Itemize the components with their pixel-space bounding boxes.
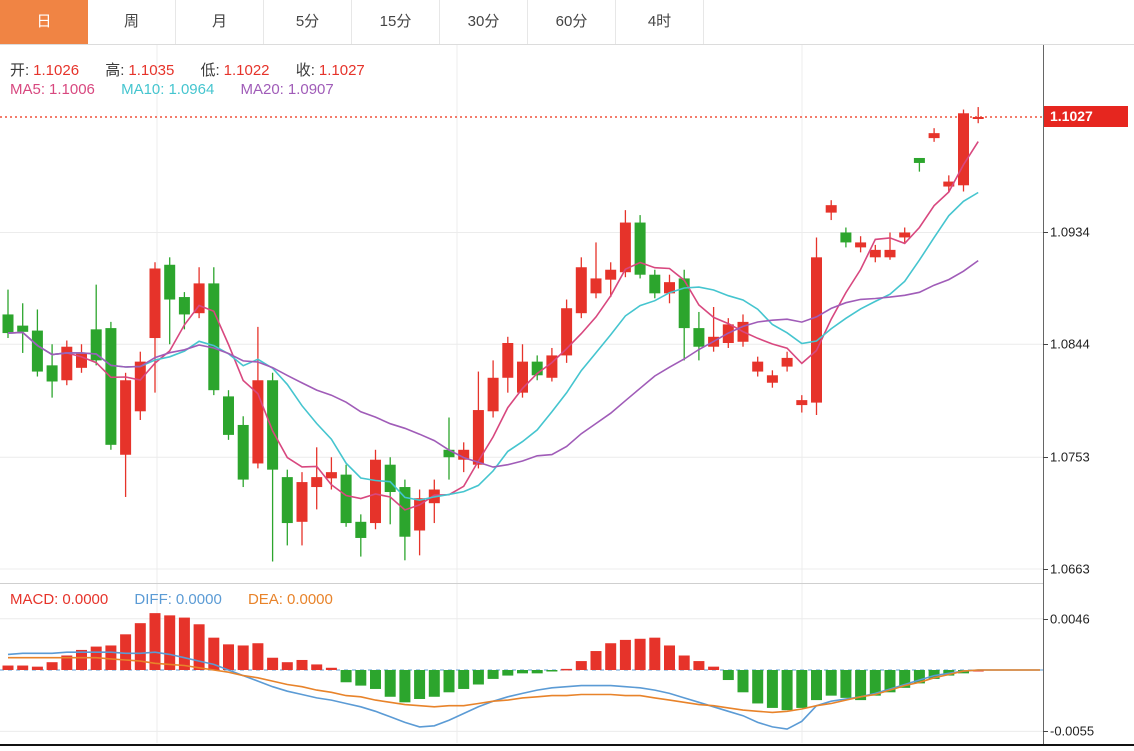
tab-15min[interactable]: 15分 bbox=[352, 0, 440, 44]
price-tick-4: 1.0663 bbox=[1050, 561, 1090, 577]
price-tick-3: 1.0753 bbox=[1050, 449, 1090, 465]
macd-tick-1: 0.0046 bbox=[1050, 611, 1090, 627]
current-price-badge: 1.1027 bbox=[1044, 106, 1128, 127]
candlestick-chart[interactable] bbox=[0, 45, 1043, 584]
tab-60min[interactable]: 60分 bbox=[528, 0, 616, 44]
high-label: 高: bbox=[105, 62, 125, 79]
diff-label: DIFF: bbox=[134, 591, 172, 608]
page-bottom-border bbox=[0, 744, 1134, 746]
tab-month[interactable]: 月 bbox=[176, 0, 264, 44]
ma20-value: 1.0907 bbox=[287, 81, 334, 98]
open-value: 1.1026 bbox=[33, 62, 80, 79]
price-tick-2: 1.0844 bbox=[1050, 336, 1090, 352]
high-value: 1.1035 bbox=[128, 62, 175, 79]
tab-4hour[interactable]: 4时 bbox=[616, 0, 704, 44]
y-axis-line bbox=[1043, 45, 1044, 744]
close-value: 1.1027 bbox=[318, 62, 365, 79]
macd-tick-2: -0.0055 bbox=[1050, 723, 1095, 739]
open-label: 开: bbox=[10, 62, 30, 79]
tab-week[interactable]: 周 bbox=[88, 0, 176, 44]
diff-value: 0.0000 bbox=[175, 591, 222, 608]
axis-tick bbox=[1043, 731, 1048, 732]
tab-30min[interactable]: 30分 bbox=[440, 0, 528, 44]
macd-label: MACD: bbox=[10, 591, 59, 608]
axis-tick bbox=[1043, 344, 1048, 345]
axis-tick bbox=[1043, 457, 1048, 458]
tab-day[interactable]: 日 bbox=[0, 0, 88, 44]
axis-tick bbox=[1043, 232, 1048, 233]
macd-readout: MACD: 0.0000 DIFF: 0.0000 DEA: 0.0000 bbox=[10, 591, 337, 608]
ohlc-readout: 开: 1.1026 高: 1.1035 低: 1.1022 收: 1.1027 bbox=[10, 59, 369, 80]
axis-tick bbox=[1043, 619, 1048, 620]
ma10-value: 1.0964 bbox=[168, 81, 215, 98]
ma20-label: MA20: bbox=[240, 81, 284, 98]
tab-5min[interactable]: 5分 bbox=[264, 0, 352, 44]
axis-tick bbox=[1043, 569, 1048, 570]
low-label: 低: bbox=[200, 62, 220, 79]
ma5-value: 1.1006 bbox=[49, 81, 95, 98]
dea-value: 0.0000 bbox=[286, 591, 333, 608]
dea-label: DEA: bbox=[247, 591, 283, 608]
price-tick-1: 1.0934 bbox=[1050, 224, 1090, 240]
ma-readout: MA5: 1.1006 MA10: 1.0964 MA20: 1.0907 bbox=[10, 81, 338, 98]
ma5-label: MA5: bbox=[10, 81, 46, 98]
ma10-label: MA10: bbox=[121, 81, 165, 98]
close-label: 收: bbox=[295, 62, 315, 79]
macd-value: 0.0000 bbox=[62, 591, 109, 608]
period-tabbar: 日 周 月 5分 15分 30分 60分 4时 bbox=[0, 0, 1134, 45]
low-value: 1.1022 bbox=[223, 62, 270, 79]
macd-chart[interactable] bbox=[0, 584, 1043, 744]
pane-divider bbox=[0, 583, 1043, 584]
